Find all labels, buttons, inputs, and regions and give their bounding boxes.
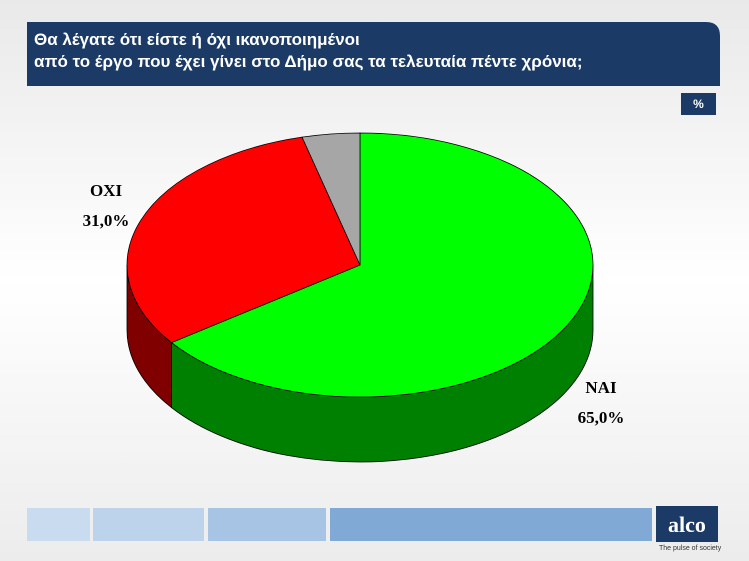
chart-title: Θα λέγατε ότι είστε ή όχι ικανοποιημένοι [34,30,360,49]
slice-value-label: 31,0% [83,211,130,230]
footer-bar [93,508,204,541]
footer-bar [27,508,90,541]
pie [126,132,594,463]
slice-label: ΟΧΙ [90,181,123,200]
unit-badge [681,93,716,115]
title-box [27,22,720,86]
slice-label: ΝΑΙ [585,378,617,397]
logo-box [656,506,718,542]
logo: alco [668,512,706,537]
footer-bar [208,508,326,541]
chart-title: από το έργο που έχει γίνει στο Δήμο σας … [34,52,583,71]
unit-badge-text: % [693,97,704,111]
slice-value-label: 65,0% [578,408,625,427]
pie-slice [301,132,361,266]
pie-slice [126,136,361,344]
footer-bar [330,508,652,541]
logo-tagline: The pulse of society [659,545,722,552]
pie-slice [170,132,594,398]
